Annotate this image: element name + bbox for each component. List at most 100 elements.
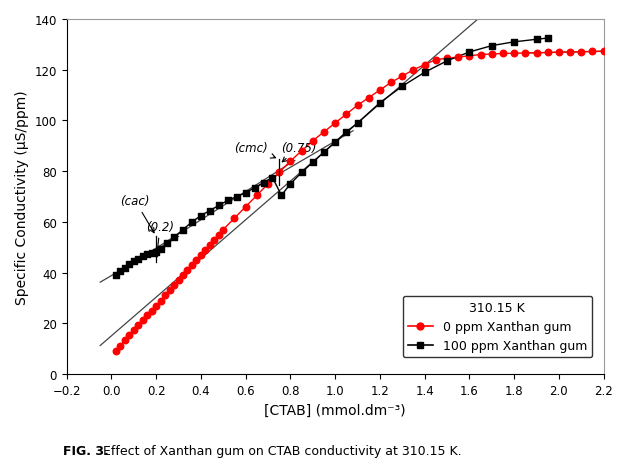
Point xyxy=(142,312,152,319)
Point xyxy=(169,282,179,289)
Point xyxy=(408,67,418,74)
Text: Effect of Xanthan gum on CTAB conductivity at 310.15 K.: Effect of Xanthan gum on CTAB conductivi… xyxy=(99,444,461,458)
Point xyxy=(285,158,295,165)
Point xyxy=(554,50,564,57)
Point xyxy=(156,297,166,305)
Point xyxy=(319,129,329,136)
Text: FIG. 3.: FIG. 3. xyxy=(63,444,109,458)
Point xyxy=(151,302,161,310)
Point xyxy=(214,202,224,210)
Point xyxy=(192,257,202,264)
Point xyxy=(453,54,463,62)
Point xyxy=(205,241,215,249)
Point xyxy=(214,231,224,239)
Point xyxy=(120,264,130,272)
Point xyxy=(352,120,362,128)
Point xyxy=(241,190,251,197)
Point xyxy=(142,251,152,258)
Point xyxy=(475,52,485,59)
Point xyxy=(162,240,172,247)
Point xyxy=(263,181,273,188)
Point xyxy=(386,79,396,87)
Point xyxy=(169,234,179,241)
Point xyxy=(285,181,295,188)
Point xyxy=(274,169,284,177)
Point xyxy=(364,95,374,102)
Point xyxy=(577,49,587,56)
Point xyxy=(124,261,134,268)
Point xyxy=(442,56,452,63)
Point xyxy=(129,326,139,334)
Point xyxy=(241,204,251,211)
Point xyxy=(151,249,161,257)
Point xyxy=(229,215,239,222)
Point xyxy=(183,267,193,274)
Point xyxy=(138,316,148,324)
Point xyxy=(420,69,430,77)
Point xyxy=(252,192,262,200)
Point xyxy=(352,102,362,110)
Point xyxy=(111,348,121,355)
Point xyxy=(375,100,385,107)
Point xyxy=(341,111,351,118)
Point xyxy=(487,43,497,50)
Point xyxy=(187,262,197,269)
Point xyxy=(498,50,508,58)
Point xyxy=(375,87,385,95)
Text: (0.2): (0.2) xyxy=(146,220,174,258)
Point xyxy=(565,49,575,56)
Point xyxy=(147,250,157,257)
X-axis label: [CTAB] (mmol.dm⁻³): [CTAB] (mmol.dm⁻³) xyxy=(264,403,406,416)
Point xyxy=(187,219,197,226)
Point xyxy=(308,138,318,145)
Point xyxy=(598,49,609,56)
Text: (cac): (cac) xyxy=(121,195,154,233)
Point xyxy=(330,120,340,128)
Point xyxy=(165,287,175,295)
Point xyxy=(520,50,530,57)
Point xyxy=(138,253,148,260)
Point xyxy=(200,246,210,254)
Point xyxy=(431,57,441,64)
Point xyxy=(509,50,519,58)
Point xyxy=(296,169,306,177)
Text: (cmc): (cmc) xyxy=(234,141,276,159)
Point xyxy=(129,258,139,265)
Point xyxy=(178,226,188,234)
Point xyxy=(543,35,553,43)
Point xyxy=(398,84,408,91)
Point xyxy=(398,73,408,81)
Point xyxy=(249,185,259,192)
Point xyxy=(116,342,126,350)
Point xyxy=(147,308,157,315)
Point xyxy=(120,337,130,344)
Point xyxy=(133,321,143,329)
Point xyxy=(509,39,519,46)
Point xyxy=(219,226,229,234)
Point xyxy=(420,62,430,69)
Point xyxy=(259,179,269,187)
Point xyxy=(124,331,134,339)
Point xyxy=(209,236,219,244)
Point xyxy=(308,159,318,167)
Text: (1.95): (1.95) xyxy=(0,458,1,459)
Point xyxy=(531,50,541,57)
Legend: 0 ppm Xanthan gum, 100 ppm Xanthan gum: 0 ppm Xanthan gum, 100 ppm Xanthan gum xyxy=(403,296,592,358)
Point xyxy=(111,272,121,279)
Point xyxy=(276,192,286,200)
Point xyxy=(232,193,242,201)
Point xyxy=(156,246,166,253)
Point xyxy=(205,207,215,215)
Point xyxy=(223,197,233,205)
Point xyxy=(319,149,329,157)
Point xyxy=(464,53,474,60)
Text: (0.75): (0.75) xyxy=(281,141,317,162)
Point xyxy=(587,49,597,56)
Y-axis label: Specific Conductivity (µS/ppm): Specific Conductivity (µS/ppm) xyxy=(15,90,29,304)
Point xyxy=(531,37,541,44)
Point xyxy=(543,50,553,57)
Point xyxy=(464,49,474,56)
Point xyxy=(133,256,143,263)
Point xyxy=(296,148,306,155)
Point xyxy=(196,252,206,259)
